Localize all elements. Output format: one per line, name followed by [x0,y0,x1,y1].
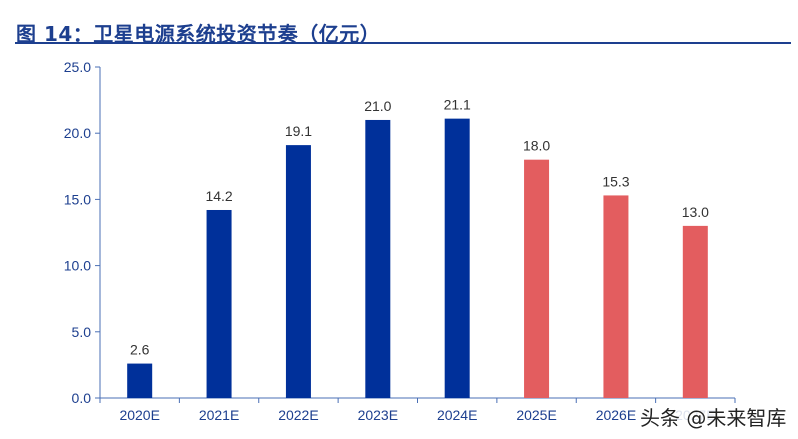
bar [127,363,153,398]
bar [206,209,232,398]
data-label: 13.0 [682,204,709,220]
data-label: 2.6 [130,342,150,358]
x-tick-label: 2021E [199,407,239,423]
x-tick-label: 2024E [437,407,477,423]
y-tick-label: 0.0 [72,390,92,406]
y-tick-label: 15.0 [64,191,91,207]
data-label: 15.3 [602,173,629,189]
title-rule [15,42,791,44]
data-label: 21.0 [364,98,391,114]
bar [444,118,470,399]
data-label: 19.1 [285,123,312,139]
data-label: 18.0 [523,138,550,154]
bar [365,119,391,399]
y-tick-label: 5.0 [72,324,92,340]
y-tick-label: 25.0 [64,59,91,75]
x-tick-label: 2026E [596,407,636,423]
x-tick-label: 2022E [278,407,318,423]
x-tick-label: 2020E [119,407,159,423]
watermark: 头条 @未来智库 [640,406,787,430]
x-tick-label: 2027E [675,407,715,423]
bar [524,159,550,398]
bar [682,225,708,398]
y-tick-label: 20.0 [64,125,91,141]
y-tick-label: 10.0 [64,258,91,274]
data-label: 21.1 [444,97,471,113]
data-label: 14.2 [205,188,232,204]
x-tick-label: 2023E [358,407,398,423]
bar [603,195,629,398]
x-tick-label: 2025E [516,407,556,423]
bar [285,145,311,398]
